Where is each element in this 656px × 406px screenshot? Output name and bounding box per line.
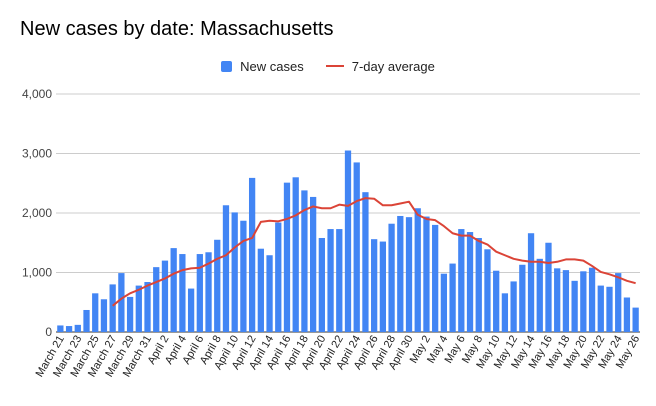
bar-new-cases bbox=[187, 288, 195, 332]
bar-new-cases bbox=[449, 263, 456, 332]
bar-new-cases bbox=[161, 260, 169, 332]
bar-new-cases bbox=[83, 309, 90, 332]
bar-new-cases bbox=[153, 267, 160, 332]
y-tick-label: 1,000 bbox=[22, 266, 52, 280]
legend-swatch-7-day-average bbox=[325, 65, 344, 67]
bar-new-cases bbox=[466, 232, 474, 332]
bar-new-cases bbox=[580, 271, 587, 332]
bar-new-cases bbox=[536, 258, 543, 332]
bar-new-cases bbox=[266, 255, 273, 332]
bar-new-cases bbox=[231, 212, 238, 332]
bar-new-cases bbox=[275, 222, 282, 332]
y-tick-label: 2,000 bbox=[22, 206, 52, 220]
bar-new-cases bbox=[205, 252, 212, 332]
bar-new-cases bbox=[571, 280, 578, 332]
bar-new-cases bbox=[283, 182, 291, 332]
bar-new-cases bbox=[292, 177, 299, 332]
bar-new-cases bbox=[248, 177, 256, 332]
bar-new-cases bbox=[214, 239, 221, 332]
bar-new-cases bbox=[432, 224, 439, 332]
y-tick-label: 4,000 bbox=[22, 87, 52, 101]
bar-new-cases bbox=[309, 196, 317, 332]
y-tick-label: 3,000 bbox=[22, 147, 52, 161]
bar-new-cases bbox=[554, 268, 561, 332]
bar-new-cases bbox=[475, 237, 482, 332]
legend-label-7-day-average: 7-day average bbox=[351, 58, 435, 74]
bar-new-cases bbox=[257, 248, 264, 332]
bar-new-cases bbox=[501, 293, 509, 332]
bar-new-cases bbox=[632, 307, 639, 332]
bar-new-cases bbox=[371, 239, 378, 332]
bar-new-cases bbox=[545, 242, 552, 332]
bar-new-cases bbox=[379, 241, 387, 332]
bar-new-cases bbox=[57, 325, 64, 332]
bar-new-cases bbox=[615, 273, 622, 332]
line-7-day-average bbox=[112, 197, 636, 307]
bar-new-cases bbox=[362, 192, 369, 332]
bar-new-cases bbox=[588, 267, 596, 332]
bar-new-cases bbox=[405, 217, 413, 332]
bar-new-cases bbox=[327, 229, 334, 332]
bar-new-cases bbox=[135, 285, 142, 332]
bar-new-cases bbox=[222, 205, 230, 332]
legend-item-new-cases: New cases bbox=[221, 59, 304, 74]
y-tick-label: 0 bbox=[45, 325, 52, 339]
bar-new-cases bbox=[74, 324, 81, 332]
bar-new-cases bbox=[344, 150, 352, 332]
bar-new-cases bbox=[170, 248, 177, 332]
bar-new-cases bbox=[240, 220, 247, 332]
bar-new-cases bbox=[92, 293, 99, 332]
legend-label-new-cases: New cases bbox=[240, 58, 304, 74]
bar-new-cases bbox=[301, 190, 308, 332]
bar-new-cases bbox=[118, 273, 125, 332]
bar-new-cases bbox=[336, 229, 343, 332]
bar-new-cases bbox=[353, 162, 360, 332]
bar-new-cases bbox=[623, 297, 631, 332]
bar-new-cases bbox=[109, 284, 116, 332]
legend: New cases 7-day average bbox=[0, 57, 656, 75]
bar-new-cases bbox=[414, 208, 421, 332]
legend-swatch-new-cases bbox=[221, 60, 233, 72]
bar-new-cases bbox=[397, 215, 404, 332]
bar-new-cases bbox=[527, 233, 535, 332]
bar-new-cases bbox=[196, 254, 203, 332]
bar-new-cases bbox=[144, 282, 151, 332]
bar-new-cases bbox=[519, 264, 526, 332]
bar-new-cases bbox=[65, 326, 73, 332]
bar-new-cases bbox=[493, 270, 500, 332]
bar-new-cases bbox=[126, 296, 134, 332]
bar-new-cases bbox=[318, 237, 325, 332]
bar-new-cases bbox=[388, 223, 395, 332]
bar-new-cases bbox=[179, 254, 186, 332]
bar-new-cases bbox=[484, 249, 491, 332]
bar-new-cases bbox=[100, 299, 108, 332]
bar-new-cases bbox=[606, 286, 613, 332]
bar-new-cases bbox=[423, 216, 430, 332]
bar-new-cases bbox=[458, 229, 465, 332]
legend-item-7-day-average: 7-day average bbox=[325, 58, 435, 74]
bar-new-cases bbox=[510, 281, 517, 332]
chart-title: New cases by date: Massachusetts bbox=[20, 18, 334, 40]
bar-new-cases bbox=[440, 273, 448, 332]
bar-new-cases bbox=[562, 270, 570, 332]
bar-new-cases bbox=[597, 285, 604, 332]
